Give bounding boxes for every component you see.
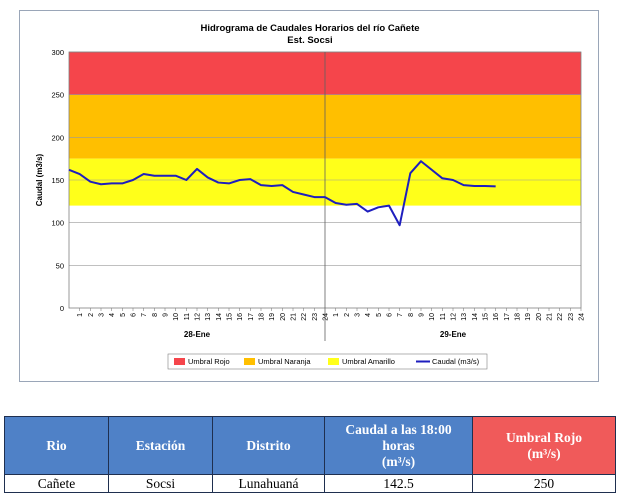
chart-frame: Hidrograma de Caudales Horarios del río … <box>19 10 599 382</box>
y-tick-label: 50 <box>56 261 64 270</box>
x-tick-label: 10 <box>429 313 436 321</box>
x-tick-label: 21 <box>291 313 298 321</box>
y-tick-label: 250 <box>51 91 64 100</box>
x-tick-label: 23 <box>312 313 319 321</box>
legend-box <box>167 353 488 370</box>
x-tick-label: 13 <box>461 313 468 321</box>
x-tick-label: 24 <box>323 313 330 321</box>
x-tick-label: 17 <box>504 313 511 321</box>
hydrograph-chart: Hidrograma de Caudales Horarios del río … <box>35 23 586 370</box>
x-tick-label: 17 <box>248 313 255 321</box>
header-distrito: Distrito <box>212 416 325 475</box>
x-tick-label: 14 <box>472 313 479 321</box>
y-tick-label: 150 <box>51 176 64 185</box>
x-tick-label: 12 <box>195 313 202 321</box>
x-tick-label: 9 <box>419 313 426 317</box>
x-tick-label: 7 <box>397 313 404 317</box>
x-tick-label: 18 <box>515 313 522 321</box>
x-tick-label: 19 <box>525 313 532 321</box>
table-row: Cañete Socsi Lunahuaná 142.5 250 <box>4 474 616 493</box>
x-tick-label: 1 <box>333 313 340 317</box>
x-tick-label: 8 <box>152 313 159 317</box>
x-tick-label: 23 <box>568 313 575 321</box>
x-tick-label: 6 <box>387 313 394 317</box>
header-rio: Rio <box>4 416 109 475</box>
header-umbral-unit: (m³/s) <box>527 445 561 461</box>
legend-label: Umbral Rojo <box>188 357 230 366</box>
y-tick-label: 0 <box>60 304 64 313</box>
header-umbral-label: Umbral Rojo <box>505 429 583 445</box>
cell-caudal: 142.5 <box>324 474 473 493</box>
x-tick-label: 11 <box>440 313 447 320</box>
cell-distrito: Lunahuaná <box>212 474 325 493</box>
y-axis-label: Caudal (m3/s) <box>35 153 44 206</box>
header-caudal-unit: (m³/s) <box>381 453 416 469</box>
x-tick-label: 22 <box>301 313 308 321</box>
x-tick-label: 3 <box>99 313 106 317</box>
x-tick-label: 9 <box>163 313 170 317</box>
x-tick-label: 2 <box>344 313 351 317</box>
cell-umbral: 250 <box>472 474 616 493</box>
table-header-row: Rio Estación Distrito Caudal a las 18:00… <box>4 416 616 475</box>
legend-swatch <box>174 358 185 365</box>
day-label: 29-Ene <box>440 330 467 339</box>
x-tick-label: 7 <box>141 313 148 317</box>
x-tick-label: 4 <box>109 313 116 317</box>
cell-estacion: Socsi <box>108 474 213 493</box>
x-tick-label: 8 <box>408 313 415 317</box>
y-tick-label: 200 <box>51 133 64 142</box>
legend-swatch <box>244 358 255 365</box>
x-tick-label: 4 <box>365 313 372 317</box>
x-tick-label: 1 <box>77 313 84 317</box>
x-tick-label: 15 <box>227 313 234 321</box>
header-caudal: Caudal a las 18:00 horas (m³/s) <box>324 416 473 475</box>
x-tick-label: 16 <box>493 313 500 321</box>
x-tick-label: 3 <box>355 313 362 317</box>
x-tick-label: 6 <box>131 313 138 317</box>
header-umbral-rojo: Umbral Rojo (m³/s) <box>472 416 616 475</box>
header-estacion: Estación <box>108 416 213 475</box>
x-tick-label: 16 <box>237 313 244 321</box>
x-tick-label: 11 <box>184 313 191 320</box>
x-tick-label: 20 <box>536 313 543 321</box>
x-tick-label: 2 <box>88 313 95 317</box>
x-tick-label: 24 <box>579 313 586 321</box>
chart-title: Hidrograma de Caudales Horarios del río … <box>200 23 419 34</box>
y-tick-label: 100 <box>51 219 64 228</box>
legend-swatch <box>328 358 339 365</box>
legend-label: Umbral Amarillo <box>342 357 395 366</box>
x-tick-label: 22 <box>557 313 564 321</box>
day-label: 28-Ene <box>184 330 211 339</box>
x-tick-label: 5 <box>120 313 127 317</box>
x-tick-label: 18 <box>259 313 266 321</box>
x-tick-label: 13 <box>205 313 212 321</box>
x-tick-label: 20 <box>280 313 287 321</box>
x-tick-label: 12 <box>451 313 458 321</box>
series-line-caudal <box>68 160 496 227</box>
x-tick-label: 5 <box>376 313 383 317</box>
legend-label: Umbral Naranja <box>258 357 311 366</box>
x-tick-label: 15 <box>483 313 490 321</box>
x-tick-label: 19 <box>269 313 276 321</box>
legend-label: Caudal (m3/s) <box>432 357 480 366</box>
cell-rio: Cañete <box>4 474 109 493</box>
x-tick-label: 21 <box>547 313 554 321</box>
station-info-table: Rio Estación Distrito Caudal a las 18:00… <box>4 416 616 493</box>
x-tick-label: 10 <box>173 313 180 321</box>
y-tick-label: 300 <box>51 48 64 57</box>
header-caudal-label: Caudal a las 18:00 horas <box>345 421 452 453</box>
chart-subtitle: Est. Socsi <box>287 35 332 46</box>
x-tick-label: 14 <box>216 313 223 321</box>
